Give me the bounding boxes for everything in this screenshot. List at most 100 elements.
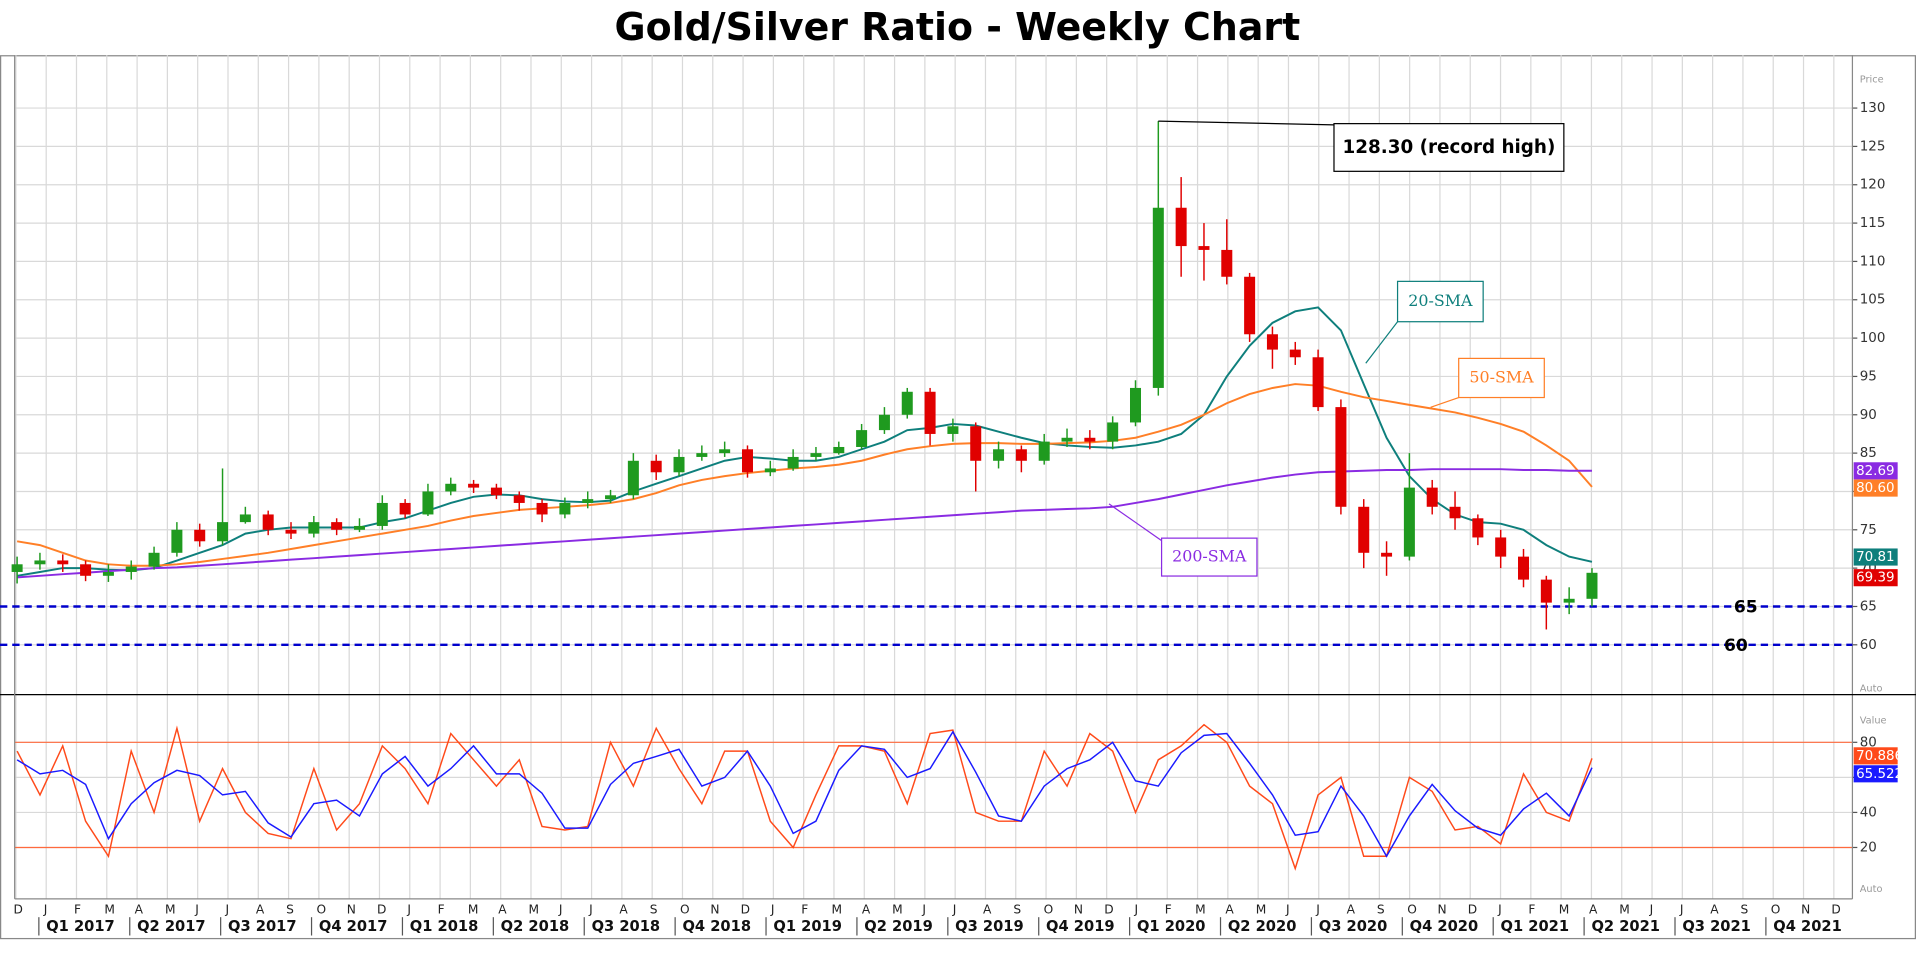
x-tick-label: N xyxy=(1438,902,1447,916)
candle-body xyxy=(262,514,274,530)
candle-body xyxy=(605,495,617,500)
x-tick-label: A xyxy=(983,902,992,916)
price-tag-label: 70.81 xyxy=(1856,550,1894,565)
callout-text: 200-SMA xyxy=(1172,547,1247,566)
candle-body xyxy=(239,514,251,523)
candle-body xyxy=(673,456,685,473)
quarter-label: Q3 2017 xyxy=(228,918,297,935)
candle-body xyxy=(80,564,92,576)
x-tick-label: M xyxy=(104,902,115,916)
x-tick-label: S xyxy=(1740,902,1748,916)
x-tick-label: N xyxy=(347,902,356,916)
x-tick-label: F xyxy=(438,902,445,916)
x-tick-label: F xyxy=(74,902,81,916)
price-tag xyxy=(1853,479,1898,497)
stoch-line xyxy=(16,730,1593,858)
candle-body xyxy=(353,525,365,530)
callout-leader xyxy=(1430,396,1459,408)
x-tick-label: J xyxy=(1134,902,1139,916)
quarter-label: Q4 2018 xyxy=(682,918,751,935)
x-tick-label: O xyxy=(1771,902,1781,916)
candle-body xyxy=(833,446,845,454)
y-tick-label: 115 xyxy=(1860,216,1886,231)
y-tick-label: 100 xyxy=(1860,331,1886,346)
x-tick-label: M xyxy=(1619,902,1630,916)
quarter-label: Q3 2020 xyxy=(1319,918,1388,935)
y-axis-label: Price xyxy=(1860,75,1884,86)
callout-leader xyxy=(1365,321,1399,364)
stoch-line xyxy=(16,723,1593,871)
candle-body xyxy=(125,566,137,572)
y-tick-label: 95 xyxy=(1860,369,1877,384)
x-tick-label: A xyxy=(256,902,265,916)
candle-body xyxy=(102,571,114,576)
candle-body xyxy=(696,453,708,457)
callout-text: 50-SMA xyxy=(1469,367,1534,386)
x-tick-label: D xyxy=(13,902,22,916)
x-tick-label: J xyxy=(43,902,48,916)
candle-body xyxy=(11,564,23,572)
y-tick-label: 130 xyxy=(1860,101,1886,116)
x-tick-label: J xyxy=(921,902,926,916)
quarter-label: Q3 2018 xyxy=(592,918,661,935)
candle-body xyxy=(878,414,890,431)
candle-body xyxy=(1221,249,1233,277)
candle-body xyxy=(787,456,799,469)
x-tick-label: M xyxy=(165,902,176,916)
x-tick-label: M xyxy=(1256,902,1267,916)
candle-body xyxy=(1381,552,1393,557)
callout-box xyxy=(1160,537,1258,577)
sma-line xyxy=(16,383,1593,567)
annotation-box xyxy=(1333,123,1565,172)
candle-body xyxy=(650,460,662,473)
x-tick-label: A xyxy=(498,902,507,916)
candle-body xyxy=(171,529,183,553)
x-tick-label: N xyxy=(710,902,719,916)
x-tick-label: S xyxy=(1377,902,1385,916)
price-tag-label: 65.522 xyxy=(1856,767,1903,782)
y-tick-label: 60 xyxy=(1860,638,1877,653)
price-tag-label: 70.886 xyxy=(1856,749,1903,764)
candle-body xyxy=(217,522,229,542)
candle-body xyxy=(1244,276,1256,335)
x-tick-label: N xyxy=(1074,902,1083,916)
sma-line xyxy=(17,468,1592,579)
candle-body xyxy=(627,460,639,496)
candle-body xyxy=(194,529,206,542)
candle-body xyxy=(1175,207,1187,247)
price-tag-label: 82.69 xyxy=(1856,464,1894,479)
candle-body xyxy=(399,502,411,515)
candle-body xyxy=(1107,422,1119,442)
stoch-y-tick-label: 40 xyxy=(1860,805,1877,820)
x-tick-label: J xyxy=(770,902,775,916)
quarter-label: Q2 2017 xyxy=(137,918,206,935)
candle-body xyxy=(947,426,959,434)
x-tick-label: J xyxy=(225,902,230,916)
candle-body xyxy=(559,502,571,515)
candle-body xyxy=(1289,349,1301,358)
candle-body xyxy=(1518,556,1530,580)
x-tick-label: J xyxy=(588,902,593,916)
candle-body xyxy=(1495,537,1507,557)
quarter-label: Q1 2017 xyxy=(46,918,115,935)
annotation-text: 128.30 (record high) xyxy=(1343,137,1556,158)
candle-body xyxy=(422,491,434,515)
candle-body xyxy=(1449,506,1461,519)
x-tick-label: M xyxy=(468,902,479,916)
support-label: 65 xyxy=(1734,598,1758,618)
quarter-label: Q1 2018 xyxy=(410,918,479,935)
x-tick-label: M xyxy=(892,902,903,916)
quarter-label: Q3 2021 xyxy=(1682,918,1751,935)
candle-body xyxy=(1015,449,1027,461)
x-tick-label: J xyxy=(406,902,411,916)
x-tick-label: J xyxy=(558,902,563,916)
price-tag-label: 80.60 xyxy=(1856,481,1894,496)
x-tick-label: M xyxy=(529,902,540,916)
x-tick-label: D xyxy=(741,902,750,916)
x-tick-label: J xyxy=(1315,902,1320,916)
x-tick-label: S xyxy=(1013,902,1021,916)
x-tick-label: A xyxy=(1347,902,1356,916)
stoch-axis-label: Value xyxy=(1860,715,1887,726)
candle-body xyxy=(719,449,731,454)
